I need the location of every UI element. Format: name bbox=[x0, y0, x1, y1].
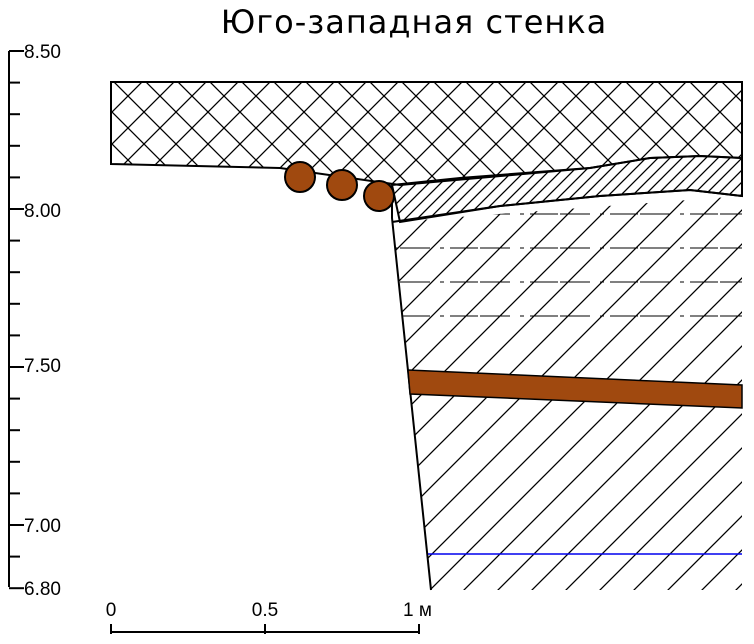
elevation-tick-label-8-50: 8.50 bbox=[24, 42, 61, 63]
elevation-tick-label-7-50: 7.50 bbox=[24, 356, 61, 377]
scale-label-1m: 1 м bbox=[403, 600, 432, 621]
scale-label-0: 0 bbox=[106, 600, 117, 621]
stone-3 bbox=[363, 180, 395, 212]
stone-1 bbox=[284, 161, 316, 193]
drawing-title: Юго-западная стенка bbox=[221, 3, 608, 41]
elevation-axis: 8.50 8.00 7.50 7.00 6.80 bbox=[8, 42, 61, 600]
elevation-tick-label-8-00: 8.00 bbox=[24, 201, 61, 222]
elevation-tick-label-6-80: 6.80 bbox=[24, 579, 61, 600]
scale-label-0-5: 0.5 bbox=[252, 600, 278, 621]
scale-bar: 0 0.5 1 м bbox=[106, 600, 432, 634]
brick-layer bbox=[407, 369, 743, 409]
stone-2 bbox=[326, 169, 358, 201]
elevation-tick-label-7-00: 7.00 bbox=[24, 516, 61, 537]
